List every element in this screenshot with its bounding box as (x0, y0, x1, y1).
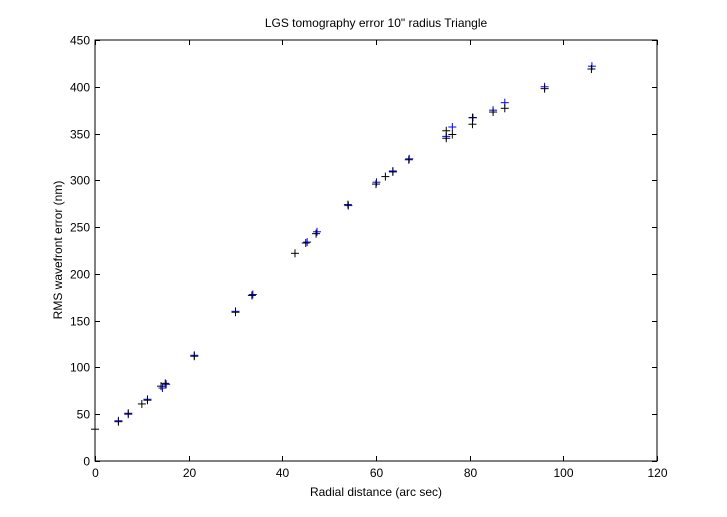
data-point-plus (137, 399, 146, 408)
x-tick-label: 0 (92, 466, 99, 480)
axes (94, 39, 658, 462)
data-point-plus (372, 180, 380, 189)
data-point-plus (448, 130, 457, 139)
data-point-plus (248, 290, 257, 299)
data-point-plus (312, 227, 321, 236)
data-point-plus (442, 134, 451, 143)
data-point-plus (343, 200, 352, 209)
data-point-plus (231, 308, 240, 317)
data-point-plus (290, 249, 299, 258)
data-point-plus (303, 238, 312, 247)
x-tick-label: 100 (553, 466, 573, 480)
y-tick-label: 300 (70, 174, 90, 188)
y-tick-label: 50 (77, 408, 91, 422)
data-point-plus (448, 123, 457, 132)
data-point-plus (158, 384, 167, 393)
y-tick-label: 350 (70, 128, 90, 142)
data-point-plus (124, 409, 133, 418)
data-point-plus (500, 104, 509, 113)
y-axis-label: RMS wavefront error (nm) (51, 181, 65, 320)
data-point-plus (468, 113, 477, 122)
data-point-plus (540, 84, 549, 93)
data-point-plus (587, 65, 596, 74)
data-point-plus (381, 172, 390, 181)
data-point-plus (312, 229, 321, 238)
data-point-plus (247, 291, 256, 300)
data-point-plus (388, 167, 397, 176)
y-tick-label: 450 (70, 34, 90, 48)
data-point-plus (161, 379, 170, 388)
y-tick-label: 150 (70, 315, 90, 329)
data-point-plus (190, 352, 199, 361)
x-tick-label: 120 (647, 466, 667, 480)
plot-frame (94, 39, 658, 462)
x-tick-label: 60 (370, 466, 384, 480)
x-tick-label: 80 (464, 466, 478, 480)
data-point-plus (143, 396, 152, 405)
x-ticks: 0 20 40 60 80 100 120 (92, 40, 668, 480)
y-tick-label: 250 (70, 221, 90, 235)
x-axis-label: Radial distance (arc sec) (310, 485, 442, 499)
chart-title: LGS tomography error 10" radius Triangle (265, 16, 488, 30)
y-tick-label: 200 (70, 268, 90, 282)
data-point-plus (114, 417, 123, 426)
data-point-plus (489, 108, 498, 117)
x-tick-label: 40 (276, 466, 290, 480)
data-point-plus (91, 425, 99, 434)
data-points (91, 62, 596, 434)
x-tick-label: 20 (183, 466, 197, 480)
y-tick-label: 0 (83, 455, 90, 469)
data-point-plus (442, 126, 451, 135)
y-ticks: 0 50 100 150 200 250 300 350 400 450 (70, 34, 657, 469)
y-tick-label: 400 (70, 81, 90, 95)
data-point-plus (162, 380, 171, 389)
y-tick-label: 100 (70, 361, 90, 375)
data-point-plus (157, 382, 166, 391)
data-point-plus (404, 155, 413, 164)
data-point-plus (301, 239, 310, 248)
